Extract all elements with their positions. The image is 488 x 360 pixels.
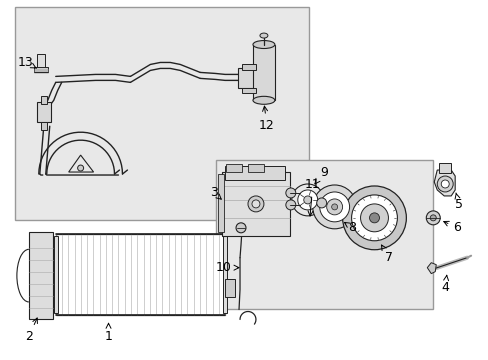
Text: 6: 6 [443, 221, 460, 234]
Bar [56, 234, 224, 315]
Text: 4: 4 [440, 275, 448, 294]
Circle shape [429, 215, 435, 221]
Circle shape [316, 198, 326, 208]
Bar [37, 54, 45, 68]
Bar [37, 102, 51, 122]
Bar [238, 68, 260, 88]
Bar [438, 163, 450, 173]
Circle shape [285, 200, 295, 210]
Text: 5: 5 [454, 193, 462, 211]
Circle shape [312, 185, 356, 229]
Text: 13: 13 [18, 56, 37, 69]
Circle shape [436, 176, 452, 192]
Bar [247, 164, 264, 172]
Bar [218, 174, 224, 232]
Circle shape [285, 188, 295, 198]
Circle shape [331, 204, 337, 210]
Bar [224, 166, 285, 180]
Circle shape [291, 184, 323, 216]
Bar [54, 236, 58, 314]
Bar [29, 232, 53, 319]
Bar [252, 45, 274, 100]
Bar [223, 236, 226, 314]
Ellipse shape [252, 41, 274, 49]
Bar [222, 172, 289, 236]
Circle shape [303, 196, 311, 204]
Bar [216, 160, 432, 310]
Bar [15, 7, 308, 220]
Circle shape [236, 223, 245, 233]
Text: 3: 3 [210, 186, 221, 199]
Ellipse shape [252, 96, 274, 104]
Circle shape [351, 195, 397, 241]
Text: 7: 7 [381, 245, 393, 264]
Polygon shape [427, 263, 435, 274]
Circle shape [360, 204, 387, 232]
Circle shape [297, 190, 317, 210]
Circle shape [440, 180, 448, 188]
Bar [224, 279, 235, 297]
Ellipse shape [260, 33, 267, 38]
Circle shape [78, 165, 83, 171]
Circle shape [319, 192, 349, 222]
Circle shape [369, 213, 379, 223]
Text: 1: 1 [104, 323, 112, 343]
Bar [41, 96, 47, 104]
Text: 12: 12 [259, 106, 274, 132]
Text: 9: 9 [314, 166, 327, 184]
Text: 2: 2 [25, 318, 37, 343]
Text: 10: 10 [216, 261, 239, 274]
Circle shape [326, 199, 342, 215]
Polygon shape [433, 170, 454, 196]
Circle shape [342, 186, 406, 250]
Text: 8: 8 [344, 221, 356, 234]
Bar [242, 88, 255, 93]
Bar [41, 122, 47, 130]
Bar [34, 67, 48, 72]
Bar [225, 164, 242, 172]
Bar [242, 64, 255, 71]
Circle shape [426, 211, 439, 225]
Circle shape [251, 200, 260, 208]
Circle shape [247, 196, 264, 212]
Text: 11: 11 [304, 179, 320, 216]
